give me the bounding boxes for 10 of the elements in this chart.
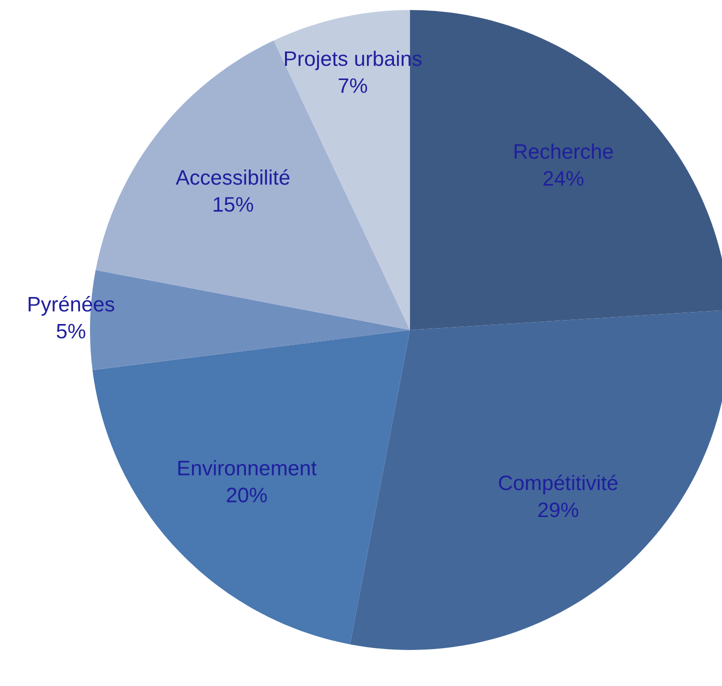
- slice-label: Environnement: [178, 460, 317, 476]
- slice-label: Compétitivité: [498, 474, 618, 494]
- data-label: 20%: [226, 488, 267, 502]
- slice-label: Recherche: [514, 144, 613, 159]
- data-label: 7%: [338, 78, 368, 93]
- data-label: 29%: [538, 502, 578, 518]
- data-label: 5%: [56, 324, 86, 339]
- data-label: 15%: [214, 197, 254, 212]
- slice-label: Accessibilité: [176, 169, 290, 185]
- data-label: 24%: [544, 171, 584, 186]
